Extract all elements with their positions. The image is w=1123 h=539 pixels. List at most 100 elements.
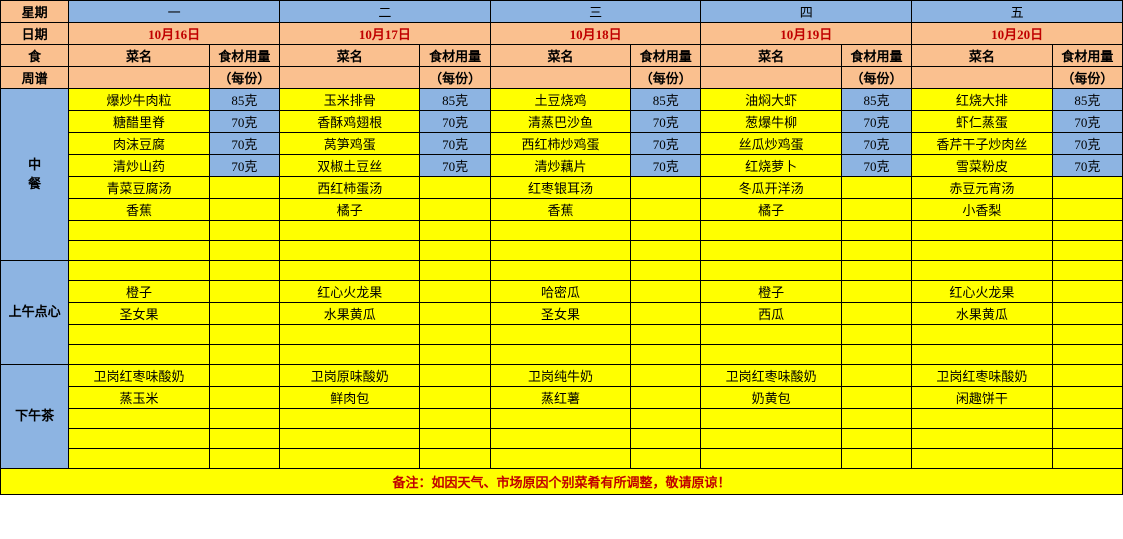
amount-cell bbox=[1052, 325, 1122, 345]
dish-cell bbox=[490, 429, 630, 449]
dish-cell: 清炒藕片 bbox=[490, 155, 630, 177]
dish-cell bbox=[701, 409, 841, 429]
dish-cell bbox=[279, 241, 419, 261]
dish-cell: 香蕉 bbox=[69, 199, 209, 221]
amount-cell bbox=[420, 261, 490, 281]
amount-cell bbox=[420, 281, 490, 303]
dish-cell: 卫岗原味酸奶 bbox=[279, 365, 419, 387]
amount-cell: 70克 bbox=[1052, 155, 1122, 177]
dish-cell: 水果黄瓜 bbox=[279, 303, 419, 325]
amount-cell bbox=[841, 241, 911, 261]
table-row: 橙子红心火龙果哈密瓜橙子红心火龙果 bbox=[1, 281, 1123, 303]
amount-cell bbox=[1052, 429, 1122, 449]
dish-cell: 卫岗纯牛奶 bbox=[490, 365, 630, 387]
amount-cell bbox=[209, 303, 279, 325]
table-row bbox=[1, 221, 1123, 241]
section-label: 上午点心 bbox=[1, 261, 69, 365]
amt-h-2: 食材用量 bbox=[420, 45, 490, 67]
ps-1: （每份） bbox=[209, 67, 279, 89]
amount-cell bbox=[1052, 409, 1122, 429]
dish-cell bbox=[490, 409, 630, 429]
ps-5: （每份） bbox=[1052, 67, 1122, 89]
ps-4: （每份） bbox=[841, 67, 911, 89]
dish-cell: 糖醋里脊 bbox=[69, 111, 209, 133]
amount-cell bbox=[631, 177, 701, 199]
dish-cell: 蒸玉米 bbox=[69, 387, 209, 409]
section-label: 下午茶 bbox=[1, 365, 69, 469]
amount-cell: 70克 bbox=[841, 111, 911, 133]
dish-cell: 奶黄包 bbox=[701, 387, 841, 409]
table-row bbox=[1, 325, 1123, 345]
amount-cell: 85克 bbox=[1052, 89, 1122, 111]
dish-cell bbox=[69, 449, 209, 469]
amount-cell bbox=[841, 365, 911, 387]
dish-cell: 圣女果 bbox=[69, 303, 209, 325]
day-3: 三 bbox=[490, 1, 701, 23]
amount-cell bbox=[1052, 449, 1122, 469]
amount-cell bbox=[631, 449, 701, 469]
dish-cell: 香酥鸡翅根 bbox=[279, 111, 419, 133]
dish-cell: 卫岗红枣味酸奶 bbox=[912, 365, 1052, 387]
dish-cell bbox=[912, 325, 1052, 345]
amount-cell: 70克 bbox=[209, 111, 279, 133]
dish-cell: 雪菜粉皮 bbox=[912, 155, 1052, 177]
amount-cell bbox=[420, 409, 490, 429]
table-row bbox=[1, 241, 1123, 261]
amount-cell bbox=[841, 409, 911, 429]
table-row bbox=[1, 429, 1123, 449]
dish-h-4: 菜名 bbox=[701, 45, 841, 67]
date-5: 10月20日 bbox=[912, 23, 1123, 45]
amount-cell bbox=[631, 199, 701, 221]
ps-blank-3 bbox=[490, 67, 630, 89]
dish-h-2: 菜名 bbox=[279, 45, 419, 67]
amount-cell bbox=[631, 409, 701, 429]
dish-cell bbox=[912, 409, 1052, 429]
amount-cell bbox=[631, 325, 701, 345]
amount-cell bbox=[209, 221, 279, 241]
dish-cell: 葱爆牛柳 bbox=[701, 111, 841, 133]
amount-cell bbox=[631, 303, 701, 325]
dish-cell bbox=[490, 345, 630, 365]
dish-cell bbox=[69, 429, 209, 449]
dish-cell: 小香梨 bbox=[912, 199, 1052, 221]
dish-cell: 水果黄瓜 bbox=[912, 303, 1052, 325]
amount-cell bbox=[841, 177, 911, 199]
ps-3: （每份） bbox=[631, 67, 701, 89]
ps-blank-4 bbox=[701, 67, 841, 89]
amount-cell bbox=[420, 387, 490, 409]
ps-blank-2 bbox=[279, 67, 419, 89]
dish-cell: 红烧大排 bbox=[912, 89, 1052, 111]
table-row: 圣女果水果黄瓜圣女果西瓜水果黄瓜 bbox=[1, 303, 1123, 325]
amount-cell: 70克 bbox=[631, 155, 701, 177]
amount-cell bbox=[841, 281, 911, 303]
dish-cell: 橘子 bbox=[279, 199, 419, 221]
food-label: 食 bbox=[1, 45, 69, 67]
dish-cell: 莴笋鸡蛋 bbox=[279, 133, 419, 155]
amount-cell bbox=[1052, 177, 1122, 199]
dish-cell bbox=[279, 449, 419, 469]
amount-cell bbox=[420, 221, 490, 241]
amount-cell: 70克 bbox=[420, 155, 490, 177]
row-colheads: 食 菜名 食材用量 菜名 食材用量 菜名 食材用量 菜名 食材用量 菜名 食材用… bbox=[1, 45, 1123, 67]
note-text: 备注：如因天气、市场原因个别菜肴有所调整，敬请原谅！ bbox=[1, 469, 1123, 495]
amount-cell bbox=[209, 409, 279, 429]
date-3: 10月18日 bbox=[490, 23, 701, 45]
dish-cell: 虾仁蒸蛋 bbox=[912, 111, 1052, 133]
ps-blank-1 bbox=[69, 67, 209, 89]
table-row bbox=[1, 449, 1123, 469]
amount-cell bbox=[1052, 241, 1122, 261]
week-label: 星期 bbox=[1, 1, 69, 23]
dish-cell: 清蒸巴沙鱼 bbox=[490, 111, 630, 133]
dish-h-3: 菜名 bbox=[490, 45, 630, 67]
dish-cell bbox=[912, 261, 1052, 281]
table-row: 青菜豆腐汤西红柿蛋汤红枣银耳汤冬瓜开洋汤赤豆元宵汤 bbox=[1, 177, 1123, 199]
amount-cell bbox=[209, 387, 279, 409]
dish-cell bbox=[701, 221, 841, 241]
amount-cell bbox=[209, 429, 279, 449]
amount-cell bbox=[209, 325, 279, 345]
recipe-label: 周谱 bbox=[1, 67, 69, 89]
dish-cell bbox=[490, 325, 630, 345]
dish-cell bbox=[701, 345, 841, 365]
amount-cell: 70克 bbox=[841, 155, 911, 177]
amount-cell: 85克 bbox=[841, 89, 911, 111]
